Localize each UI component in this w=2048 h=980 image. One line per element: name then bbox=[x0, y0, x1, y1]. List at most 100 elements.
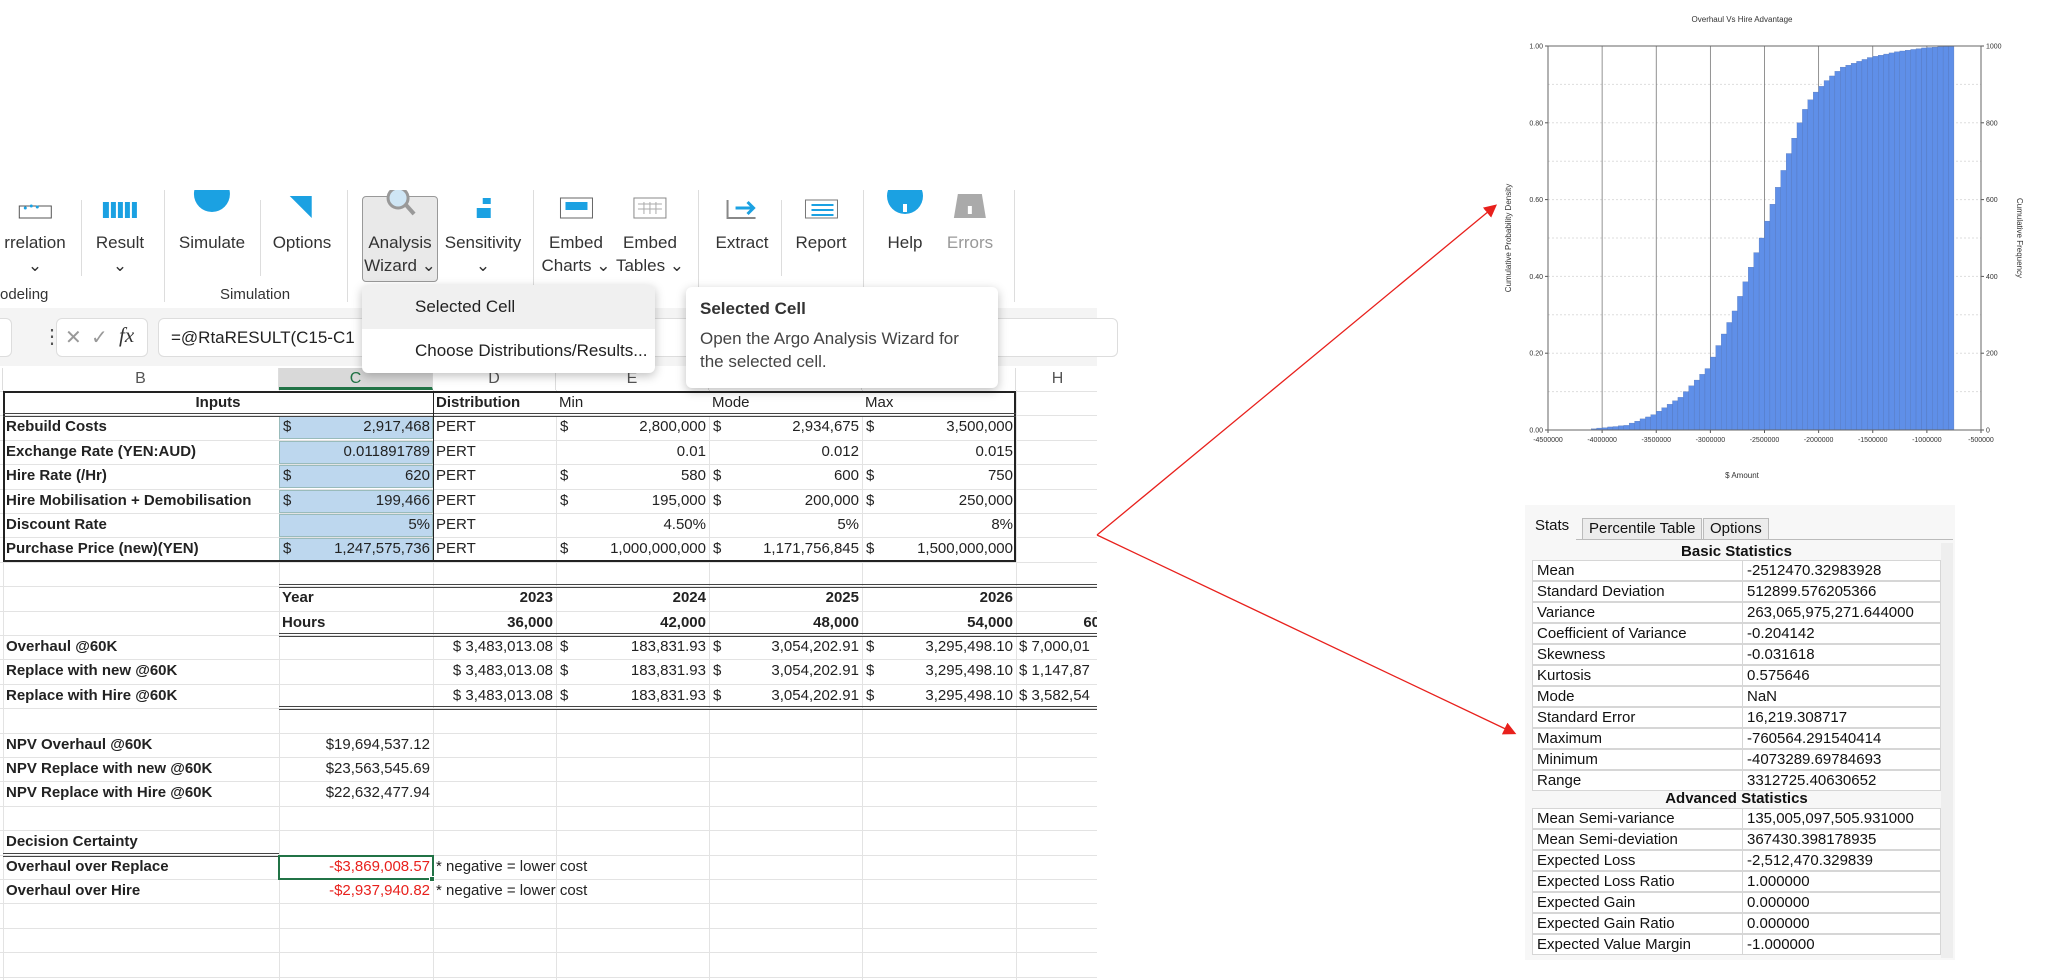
max-cell[interactable]: 8% bbox=[862, 513, 1016, 537]
max-cell[interactable]: $750 bbox=[862, 464, 1016, 488]
max-cell[interactable]: $1,500,000,000 bbox=[862, 537, 1016, 561]
decision-label[interactable]: Overhaul over Replace bbox=[6, 857, 169, 875]
cost-cell[interactable]: $ 7,000,01 bbox=[1019, 638, 1090, 655]
npv-value[interactable]: $22,632,477.94 bbox=[325, 784, 430, 802]
npv-value[interactable]: $19,694,537.12 bbox=[325, 735, 430, 753]
hours-cell[interactable]: 60 bbox=[1083, 613, 1097, 631]
input-label[interactable]: Purchase Price (new)(YEN) bbox=[6, 540, 199, 558]
column-header-c[interactable]: C bbox=[279, 368, 433, 390]
tab-stats[interactable]: Stats bbox=[1528, 515, 1577, 540]
spreadsheet-grid[interactable]: B C D E H Inputs Distribution Min Mode Max Rebuild… bbox=[0, 366, 1097, 980]
cost-cell[interactable]: $ 3,483,013.08 bbox=[452, 638, 553, 655]
year-label[interactable]: Year bbox=[282, 589, 314, 607]
cost-cell[interactable]: $3,295,498.10 bbox=[862, 635, 1016, 659]
schedule-label[interactable]: Overhaul @60K bbox=[6, 638, 118, 655]
mode-cell[interactable]: $2,934,675 bbox=[709, 415, 862, 439]
distribution-cell[interactable]: PERT bbox=[436, 418, 476, 436]
scrollbar[interactable] bbox=[1941, 543, 1953, 958]
cost-cell[interactable]: $3,295,498.10 bbox=[862, 684, 1016, 708]
input-label[interactable]: Rebuild Costs bbox=[6, 418, 107, 436]
min-cell[interactable]: $195,000 bbox=[556, 489, 709, 513]
cost-cell[interactable]: $3,054,202.91 bbox=[709, 659, 862, 683]
hours-cell[interactable]: 48,000 bbox=[813, 613, 859, 631]
max-cell[interactable]: 0.015 bbox=[862, 440, 1016, 464]
decision-note[interactable]: * negative = lower cost bbox=[436, 882, 588, 899]
distribution-cell[interactable]: PERT bbox=[436, 491, 476, 509]
decision-note[interactable]: * negative = lower cost bbox=[436, 857, 588, 875]
decision-label[interactable]: Overhaul over Hire bbox=[6, 882, 141, 899]
min-cell[interactable]: $1,000,000,000 bbox=[556, 537, 709, 561]
name-box[interactable] bbox=[0, 318, 12, 357]
fill-handle[interactable] bbox=[429, 876, 435, 882]
cost-cell[interactable]: $ 3,483,013.08 bbox=[452, 662, 553, 680]
year-cell[interactable]: 2025 bbox=[825, 589, 859, 607]
column-header-d[interactable]: D bbox=[433, 368, 556, 390]
hours-cell[interactable]: 36,000 bbox=[507, 613, 553, 631]
input-value[interactable]: $2,917,468 bbox=[279, 415, 433, 439]
cost-cell[interactable]: $183,831.93 bbox=[556, 659, 709, 683]
errors-button[interactable]: Errors bbox=[947, 190, 993, 290]
inputs-header[interactable]: Inputs bbox=[3, 391, 433, 415]
column-header-g[interactable] bbox=[862, 368, 1016, 390]
decision-value[interactable]: -$3,869,008.57 bbox=[329, 857, 430, 875]
distribution-cell[interactable]: PERT bbox=[436, 516, 476, 533]
min-cell[interactable]: 0.01 bbox=[556, 440, 709, 464]
tab-options[interactable]: Options bbox=[1703, 518, 1769, 539]
mode-cell[interactable]: $200,000 bbox=[709, 489, 862, 513]
min-cell[interactable]: 4.50% bbox=[556, 513, 709, 537]
result-button[interactable]: Result ⌄ bbox=[96, 190, 144, 290]
mode-cell[interactable]: 0.012 bbox=[709, 440, 862, 464]
cost-cell[interactable]: $183,831.93 bbox=[556, 684, 709, 708]
distribution-header[interactable]: Distribution bbox=[433, 391, 556, 415]
npv-label[interactable]: NPV Overhaul @60K bbox=[6, 735, 153, 753]
npv-label[interactable]: NPV Replace with new @60K bbox=[6, 760, 213, 777]
year-cell[interactable]: 2023 bbox=[519, 589, 553, 607]
min-cell[interactable]: $2,800,000 bbox=[556, 415, 709, 439]
sensitivity-button[interactable]: Sensitivity ⌄ bbox=[445, 190, 521, 290]
analysis-wizard-button[interactable]: Analysis Wizard ⌄ bbox=[364, 190, 436, 290]
report-button[interactable]: Report bbox=[795, 190, 847, 290]
cost-cell[interactable]: $3,054,202.91 bbox=[709, 635, 862, 659]
input-label[interactable]: Hire Mobilisation + Demobilisation bbox=[6, 491, 252, 509]
input-value[interactable]: 0.011891789 bbox=[279, 440, 433, 464]
cost-cell[interactable]: $ 3,582,54 bbox=[1019, 686, 1090, 704]
schedule-label[interactable]: Replace with new @60K bbox=[6, 662, 178, 680]
enter-icon[interactable]: ✓ bbox=[91, 327, 108, 349]
year-cell[interactable]: 2026 bbox=[979, 589, 1013, 607]
cost-cell[interactable]: $ 3,483,013.08 bbox=[452, 686, 553, 704]
npv-value[interactable]: $23,563,545.69 bbox=[325, 760, 430, 777]
menu-item-selected-cell[interactable]: Selected Cell bbox=[362, 285, 655, 329]
decision-title[interactable]: Decision Certainty bbox=[6, 833, 138, 851]
max-cell[interactable]: $250,000 bbox=[862, 489, 1016, 513]
max-cell[interactable]: $3,500,000 bbox=[862, 415, 1016, 439]
column-header-b[interactable]: B bbox=[3, 368, 279, 390]
insert-function-icon[interactable]: fx bbox=[119, 323, 135, 347]
hours-label[interactable]: Hours bbox=[282, 613, 326, 631]
distribution-cell[interactable]: PERT bbox=[436, 540, 476, 558]
embed-tables-button[interactable]: Embed Tables ⌄ bbox=[616, 190, 684, 290]
npv-label[interactable]: NPV Replace with Hire @60K bbox=[6, 784, 213, 802]
input-value[interactable]: $199,466 bbox=[279, 489, 433, 513]
input-value[interactable]: $1,247,575,736 bbox=[279, 537, 433, 561]
input-value[interactable]: 5% bbox=[279, 513, 433, 537]
mode-cell[interactable]: $600 bbox=[709, 464, 862, 488]
input-label[interactable]: Hire Rate (/Hr) bbox=[6, 467, 107, 485]
cost-cell[interactable]: $ 1,147,87 bbox=[1019, 662, 1090, 680]
help-button[interactable]: Help bbox=[885, 190, 925, 290]
input-label[interactable]: Discount Rate bbox=[6, 516, 107, 533]
mode-cell[interactable]: $1,171,756,845 bbox=[709, 537, 862, 561]
hours-cell[interactable]: 42,000 bbox=[660, 613, 706, 631]
tab-percentile-table[interactable]: Percentile Table bbox=[1582, 518, 1703, 539]
hours-cell[interactable]: 54,000 bbox=[967, 613, 1013, 631]
min-header[interactable]: Min bbox=[556, 391, 709, 415]
max-header[interactable]: Max bbox=[862, 391, 1016, 415]
schedule-label[interactable]: Replace with Hire @60K bbox=[6, 686, 178, 704]
year-cell[interactable]: 2024 bbox=[672, 589, 706, 607]
embed-charts-button[interactable]: Embed Charts ⌄ bbox=[541, 190, 611, 290]
cost-cell[interactable]: $3,295,498.10 bbox=[862, 659, 1016, 683]
input-label[interactable]: Exchange Rate (YEN:AUD) bbox=[6, 442, 197, 460]
mode-header[interactable]: Mode bbox=[709, 391, 862, 415]
simulate-button[interactable]: Simulate bbox=[179, 190, 245, 290]
cost-cell[interactable]: $3,054,202.91 bbox=[709, 684, 862, 708]
extract-button[interactable]: Extract bbox=[716, 190, 768, 290]
